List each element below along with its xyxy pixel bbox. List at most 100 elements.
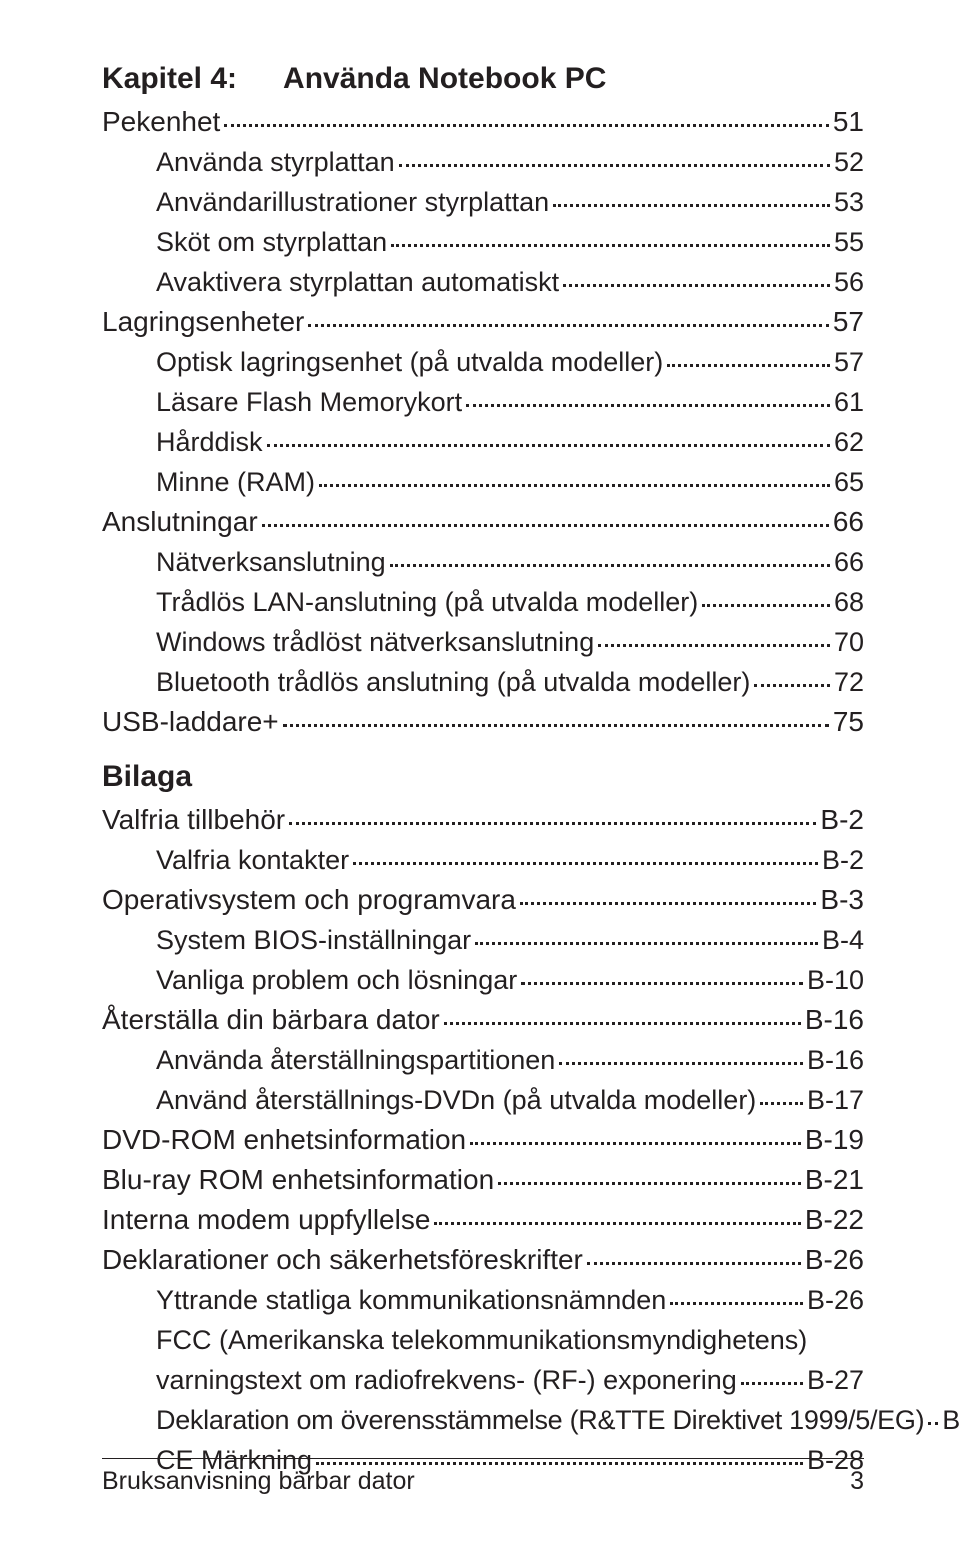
dot-leader <box>390 564 830 567</box>
chapter-title: Använda Notebook PC <box>283 62 606 95</box>
toc-entry: System BIOS-inställningarB-4 <box>102 920 864 960</box>
footer-page-number: 3 <box>850 1467 864 1496</box>
toc-page: B-2 <box>820 800 864 840</box>
toc-entry: Sköt om styrplattan55 <box>102 222 864 262</box>
dot-leader <box>670 1302 803 1305</box>
toc-page: B-26 <box>805 1240 864 1280</box>
footer-text: Bruksanvisning bärbar dator <box>102 1467 415 1496</box>
toc-entry: Valfria tillbehör B-2 <box>102 800 864 840</box>
dot-leader <box>391 244 830 247</box>
dot-leader <box>283 724 829 727</box>
dot-leader <box>399 164 830 167</box>
toc-label: Läsare Flash Memorykort <box>156 382 462 422</box>
toc-page: 53 <box>834 182 864 222</box>
toc-label: Interna modem uppfyllelse <box>102 1200 430 1240</box>
toc-entry: Nätverksanslutning 66 <box>102 542 864 582</box>
toc-page: 66 <box>834 542 864 582</box>
toc-entry-wrapped: FCC (Amerikanska telekommunikationsmyndi… <box>102 1320 864 1400</box>
toc-label: Använd återställnings-DVDn (på utvalda m… <box>156 1080 756 1120</box>
toc-page: 51 <box>833 102 864 142</box>
toc-entry: Optisk lagringsenhet (på utvalda modelle… <box>102 342 864 382</box>
toc-page: 72 <box>834 662 864 702</box>
dot-leader <box>598 644 830 647</box>
toc-entry: Pekenhet 51 <box>102 102 864 142</box>
toc-entry: Yttrande statliga kommunikationsnämndenB… <box>102 1280 864 1320</box>
toc-entry: Lagringsenheter 57 <box>102 302 864 342</box>
toc-entry: Minne (RAM)65 <box>102 462 864 502</box>
toc-label: System BIOS-inställningar <box>156 920 471 960</box>
dot-leader <box>587 1262 801 1265</box>
toc-entry: Interna modem uppfyllelse B-22 <box>102 1200 864 1240</box>
toc-page: B-16 <box>805 1000 864 1040</box>
toc-page: B-19 <box>805 1120 864 1160</box>
toc-label: Deklarationer och säkerhetsföreskrifter <box>102 1240 583 1280</box>
toc-label: Nätverksanslutning <box>156 542 386 582</box>
toc-label: Lagringsenheter <box>102 302 304 342</box>
toc-entry: Hårddisk62 <box>102 422 864 462</box>
toc-label: Optisk lagringsenhet (på utvalda modelle… <box>156 342 663 382</box>
toc-page: 62 <box>834 422 864 462</box>
toc-label: Anslutningar <box>102 502 258 542</box>
appendix-heading: Bilaga <box>102 760 864 794</box>
toc-label: Återställa din bärbara dator <box>102 1000 440 1040</box>
dot-leader <box>741 1382 803 1385</box>
dot-leader <box>475 942 818 945</box>
toc-label: Bluetooth trådlös anslutning (på utvalda… <box>156 662 750 702</box>
toc-page: B-26 <box>807 1280 864 1320</box>
toc-label-line2: varningstext om radiofrekvens- (RF-) exp… <box>156 1360 737 1400</box>
toc-label: Deklaration om överensstämmelse (R&TTE D… <box>156 1400 924 1440</box>
toc-entry: Bluetooth trådlös anslutning (på utvalda… <box>102 662 864 702</box>
dot-leader <box>928 1422 938 1425</box>
toc-entry: Använda återställningspartitionenB-16 <box>102 1040 864 1080</box>
toc-label: Operativsystem och programvara <box>102 880 516 920</box>
toc-entry: Avaktivera styrplattan automatiskt 56 <box>102 262 864 302</box>
dot-leader <box>319 484 830 487</box>
toc-page: 65 <box>834 462 864 502</box>
toc-page: B-3 <box>820 880 864 920</box>
toc-page: 57 <box>834 342 864 382</box>
toc-page: B-2 <box>822 840 864 880</box>
dot-leader <box>702 604 830 607</box>
dot-leader <box>498 1182 801 1185</box>
chapter-prefix: Kapitel 4: <box>102 62 237 95</box>
dot-leader <box>520 902 816 905</box>
toc-page: 52 <box>834 142 864 182</box>
toc-entry: Använd återställnings-DVDn (på utvalda m… <box>102 1080 864 1120</box>
toc-page: 56 <box>834 262 864 302</box>
toc-entry: Anslutningar 66 <box>102 502 864 542</box>
toc-page: 68 <box>834 582 864 622</box>
page: Kapitel 4: Använda Notebook PC Pekenhet 51… <box>0 0 960 1554</box>
toc-page: B-16 <box>807 1040 864 1080</box>
toc-label: DVD-ROM enhetsinformation <box>102 1120 466 1160</box>
dot-leader <box>470 1142 801 1145</box>
dot-leader <box>553 204 830 207</box>
toc-label: Pekenhet <box>102 102 220 142</box>
toc-page: 66 <box>833 502 864 542</box>
dot-leader <box>444 1022 801 1025</box>
toc-label: Avaktivera styrplattan automatiskt <box>156 262 559 302</box>
toc-page: 75 <box>833 702 864 742</box>
toc-entry: Deklarationer och säkerhetsföreskrifter B… <box>102 1240 864 1280</box>
toc-label: Använda styrplattan <box>156 142 395 182</box>
dot-leader <box>434 1222 800 1225</box>
dot-leader <box>466 404 830 407</box>
toc-entry: Deklaration om överensstämmelse (R&TTE D… <box>102 1400 864 1440</box>
chapter-heading: Kapitel 4: Använda Notebook PC <box>102 62 864 96</box>
toc-label: Valfria kontakter <box>156 840 349 880</box>
toc-entry: Använda styrplattan 52 <box>102 142 864 182</box>
dot-leader <box>224 124 829 127</box>
toc-entry: DVD-ROM enhetsinformation B-19 <box>102 1120 864 1160</box>
dot-leader <box>308 324 828 327</box>
toc-label-line1: FCC (Amerikanska telekommunikationsmyndi… <box>156 1320 864 1360</box>
dot-leader <box>521 982 803 985</box>
toc-label: Valfria tillbehör <box>102 800 285 840</box>
toc-entry: USB-laddare+75 <box>102 702 864 742</box>
toc-entry: Trådlös LAN-anslutning (på utvalda model… <box>102 582 864 622</box>
toc-page: B-22 <box>805 1200 864 1240</box>
toc-page: B-17 <box>807 1080 864 1120</box>
dot-leader <box>262 524 829 527</box>
toc-page: 55 <box>834 222 864 262</box>
toc-label: Trådlös LAN-anslutning (på utvalda model… <box>156 582 698 622</box>
toc-page: 57 <box>833 302 864 342</box>
dot-leader <box>559 1062 803 1065</box>
